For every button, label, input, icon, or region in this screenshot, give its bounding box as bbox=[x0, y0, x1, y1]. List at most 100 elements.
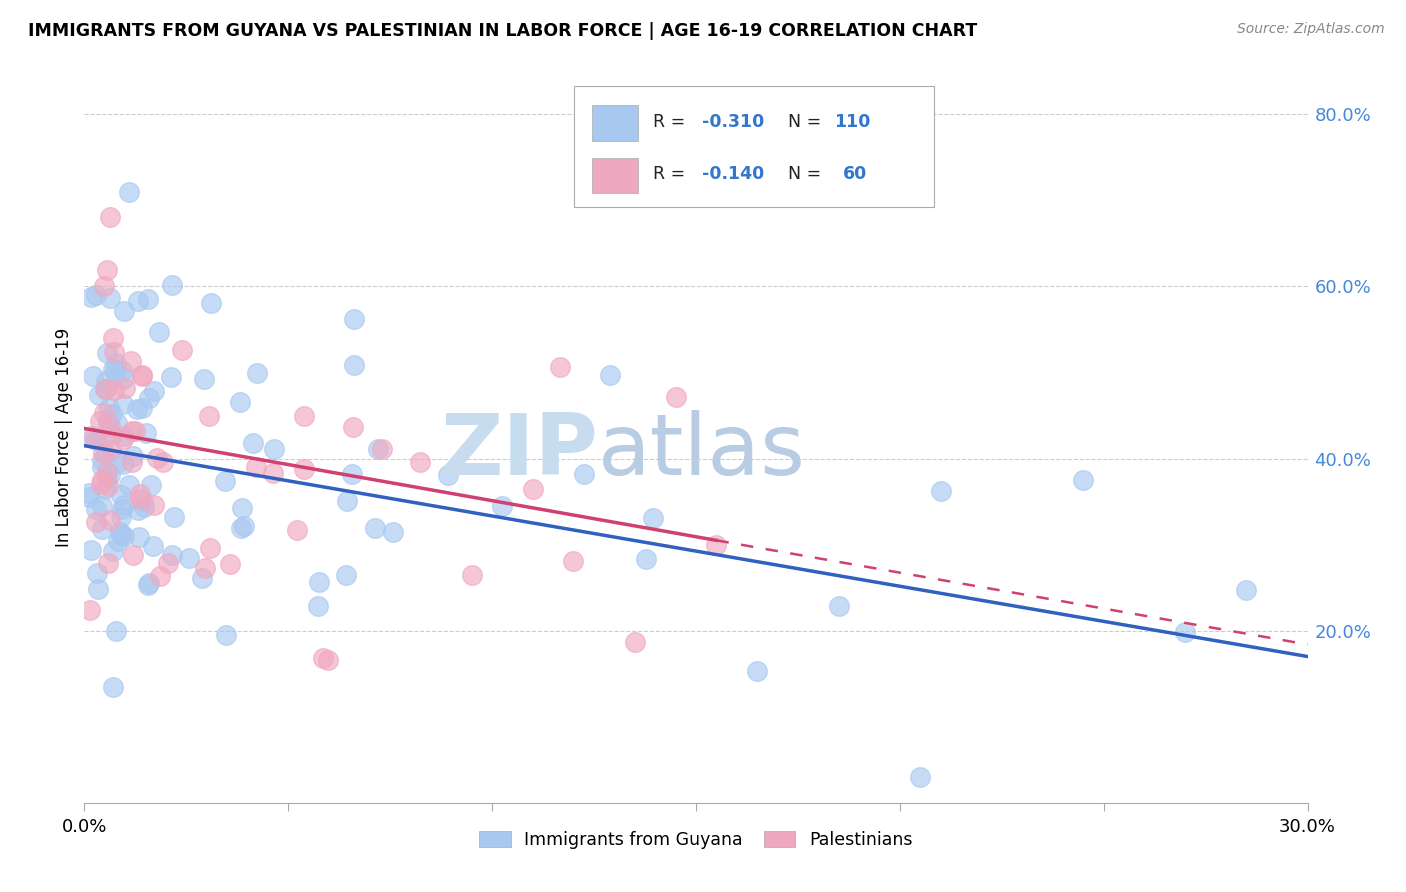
Point bbox=[142, 498, 165, 512]
Point bbox=[262, 466, 284, 480]
Text: ZIP: ZIP bbox=[440, 410, 598, 493]
Point bbox=[97, 556, 120, 570]
Point bbox=[79, 485, 101, 500]
Point bbox=[129, 491, 152, 506]
Point bbox=[90, 523, 112, 537]
Point bbox=[112, 529, 135, 543]
Point bbox=[548, 360, 571, 375]
Point bbox=[87, 582, 110, 597]
Point bbox=[285, 524, 308, 538]
Text: IMMIGRANTS FROM GUYANA VS PALESTINIAN IN LABOR FORCE | AGE 16-19 CORRELATION CHA: IMMIGRANTS FROM GUYANA VS PALESTINIAN IN… bbox=[28, 22, 977, 40]
Point bbox=[371, 442, 394, 457]
Point bbox=[105, 416, 128, 430]
Point bbox=[179, 550, 201, 565]
Point bbox=[364, 521, 387, 535]
Point bbox=[103, 331, 125, 345]
Point bbox=[93, 429, 115, 443]
Point bbox=[135, 425, 157, 440]
Point bbox=[127, 502, 149, 516]
Point bbox=[120, 354, 142, 368]
Point bbox=[292, 409, 315, 424]
Text: Source: ZipAtlas.com: Source: ZipAtlas.com bbox=[1237, 22, 1385, 37]
Point bbox=[215, 628, 238, 642]
Text: -0.140: -0.140 bbox=[702, 165, 765, 183]
Point bbox=[100, 442, 122, 457]
Point bbox=[112, 304, 135, 318]
Point bbox=[308, 574, 330, 589]
Point bbox=[112, 429, 135, 443]
Point bbox=[409, 454, 432, 468]
Point bbox=[219, 558, 242, 572]
Point bbox=[94, 447, 117, 461]
Text: -0.310: -0.310 bbox=[702, 112, 765, 130]
Point bbox=[103, 383, 125, 397]
Point bbox=[98, 291, 121, 305]
Point bbox=[103, 344, 125, 359]
Point bbox=[138, 391, 160, 405]
Point bbox=[124, 425, 146, 439]
Point bbox=[101, 680, 124, 694]
Point bbox=[343, 358, 366, 372]
FancyBboxPatch shape bbox=[592, 158, 638, 193]
Point bbox=[93, 279, 115, 293]
FancyBboxPatch shape bbox=[574, 86, 935, 207]
Point bbox=[122, 548, 145, 562]
Point bbox=[84, 516, 107, 530]
Point bbox=[104, 624, 127, 638]
Point bbox=[138, 575, 160, 590]
Point bbox=[91, 499, 114, 513]
Point bbox=[101, 407, 124, 421]
Text: atlas: atlas bbox=[598, 410, 806, 493]
Point bbox=[121, 424, 143, 438]
Point bbox=[110, 510, 132, 524]
Text: 60: 60 bbox=[842, 165, 868, 183]
Point bbox=[80, 429, 103, 443]
Point bbox=[198, 541, 221, 555]
Point bbox=[110, 524, 132, 539]
Point bbox=[1174, 625, 1197, 640]
Point bbox=[89, 414, 111, 428]
Point bbox=[125, 402, 148, 417]
Point bbox=[104, 365, 127, 379]
Point bbox=[111, 501, 134, 516]
Point bbox=[1236, 582, 1258, 597]
Point bbox=[336, 494, 359, 508]
Point bbox=[437, 468, 460, 483]
Point bbox=[86, 566, 108, 580]
Point bbox=[342, 311, 364, 326]
Point bbox=[80, 543, 103, 558]
Point bbox=[97, 417, 120, 431]
Point bbox=[91, 453, 114, 467]
Point bbox=[100, 467, 122, 482]
Point bbox=[157, 556, 180, 570]
Point bbox=[311, 651, 333, 665]
Point bbox=[599, 368, 621, 382]
Point bbox=[828, 599, 851, 613]
Point bbox=[131, 368, 153, 383]
Point bbox=[160, 548, 183, 562]
Point bbox=[131, 368, 153, 383]
Point bbox=[107, 534, 129, 549]
Legend: Immigrants from Guyana, Palestinians: Immigrants from Guyana, Palestinians bbox=[479, 830, 912, 849]
Point bbox=[491, 499, 513, 513]
Point bbox=[142, 384, 165, 398]
Point bbox=[246, 366, 269, 380]
Point bbox=[94, 482, 117, 496]
Point bbox=[634, 551, 657, 566]
Point bbox=[1073, 473, 1095, 487]
Point bbox=[110, 488, 132, 502]
Point bbox=[91, 446, 114, 460]
Point bbox=[665, 391, 688, 405]
Point bbox=[91, 459, 114, 474]
Point bbox=[111, 397, 134, 411]
Point bbox=[214, 474, 236, 488]
Point bbox=[118, 185, 141, 199]
Point bbox=[136, 292, 159, 306]
Point bbox=[162, 277, 184, 292]
Point bbox=[562, 554, 585, 568]
Point bbox=[98, 211, 121, 225]
Point bbox=[98, 419, 121, 434]
Point bbox=[572, 467, 595, 481]
Point bbox=[121, 449, 143, 463]
Point bbox=[132, 494, 155, 508]
